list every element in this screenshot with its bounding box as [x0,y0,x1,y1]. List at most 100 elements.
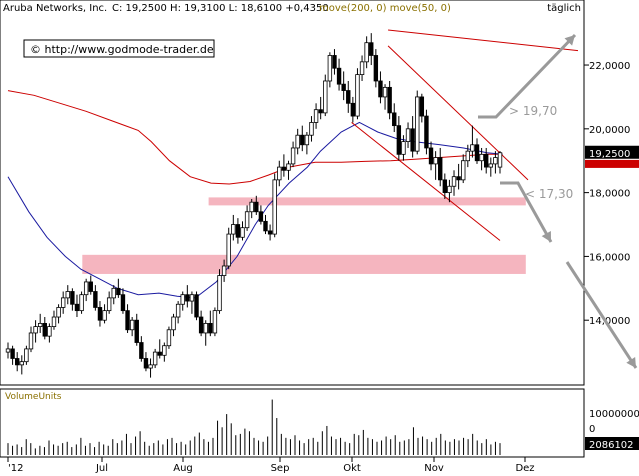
candle-body [318,109,323,114]
arrow-up-head [564,35,575,46]
candle-body [217,275,222,312]
x-tick-label: Jul [95,463,108,474]
candle-body [116,287,121,296]
channel-upper-line [387,45,529,181]
candle-body [203,322,208,334]
candle-body [185,294,190,302]
candle-body [10,348,15,359]
watermark-box [23,39,215,58]
watermark: © http://www.godmode-trader.de [30,43,214,56]
candle-body [336,67,342,85]
candle-body [139,342,144,359]
candle-body [162,345,167,356]
candle-body [134,319,139,343]
candle-body [5,348,11,353]
ma-price-tag [585,159,639,168]
candle-body [369,42,374,56]
candle-body [286,163,291,171]
candle-body [304,134,310,146]
candle-body [28,332,34,350]
y-tick-label: 18,0000 [589,189,630,200]
y-tick-label: 14,0000 [589,316,630,327]
candle-body [295,134,300,149]
last-price-tag [585,145,639,159]
candle-body [474,144,480,162]
candle-body [346,90,351,104]
candle-body [24,348,29,363]
candle-body [300,134,305,146]
candle-body [405,128,411,142]
candle-body [341,83,346,91]
arrow-up [478,33,577,119]
arrow-down-extended-head [626,357,636,368]
candle-body [74,303,80,312]
candle-body [263,220,268,232]
candle-body [254,201,259,213]
candle-body [327,55,333,82]
candle-body [313,109,319,123]
y-tick-label: 16,0000 [589,252,630,263]
target-down-label: < 17,30 [525,187,573,201]
candle-body [166,329,172,347]
volume-tick-label: 0 [589,424,595,435]
candle-body [111,287,116,299]
candle-body [65,291,70,299]
candle-body [19,361,24,366]
candle-body [484,153,489,168]
candle-body [447,185,452,194]
candle-body [235,224,241,238]
x-tick-label: Aug [173,463,193,474]
candle-body [208,322,213,334]
candle-body [47,326,52,337]
candle-body [332,55,337,69]
channel-lower-line [351,122,501,241]
candle-body [157,351,162,356]
candle-body [198,316,204,334]
candle-body [309,122,314,136]
candle-body [433,157,438,165]
candle-body [387,86,392,114]
candle-body [212,310,218,334]
candle-body [350,102,356,117]
last-volume-label: 2086102 [589,440,634,451]
volume-panel [0,388,585,458]
support-zone-2 [82,254,526,274]
candle-body [125,310,130,331]
candle-body [479,153,484,162]
candle-body [14,358,20,366]
candle-body [42,322,47,337]
y-tick-label: 20,0000 [589,125,630,136]
candle-body [70,291,75,305]
candle-body [323,80,328,114]
ma-legend: move(200, 0) move(50, 0) [319,3,451,14]
x-tick-label: Sep [271,463,290,474]
candle-body [106,297,112,312]
candle-body [226,233,231,267]
target-up-label: > 19,70 [509,104,557,118]
candle-body [277,166,282,181]
candle-body [37,322,43,327]
y-tick-label: 22,0000 [589,61,630,72]
candle-body [93,291,98,308]
candle-body [180,294,185,305]
candle-body [102,310,107,321]
candle-body [470,144,475,152]
ma200-line [7,90,503,185]
x-tick-label: '12 [8,463,23,474]
candle-body [465,150,471,162]
candle-body [51,316,57,327]
period-label: täglich [547,3,581,14]
candle-body [442,179,448,194]
candle-body [272,179,277,235]
candle-body [56,307,61,318]
x-tick-label: Dez [515,463,534,474]
candle-body [79,294,84,312]
candle-body [120,294,126,312]
candle-body [355,74,360,117]
candle-body [33,326,38,334]
candle-body [497,152,503,168]
candle-body [415,96,420,152]
chart-title: Aruba Networks, Inc. [3,3,107,14]
candle-body [461,160,466,181]
candle-body [451,176,457,187]
